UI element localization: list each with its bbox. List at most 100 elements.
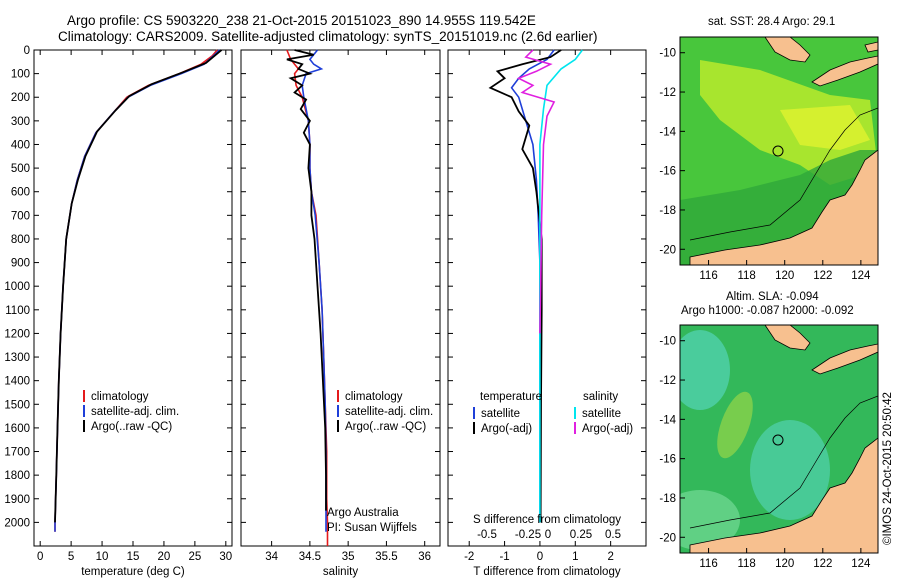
sst-depth-contour (689, 107, 878, 241)
series-line-argo-raw-qc- (54, 49, 223, 523)
y-tick-label: 100 (11, 69, 30, 81)
legend-label: climatology (345, 391, 403, 403)
x-axis-label: T difference from climatology (473, 566, 620, 578)
sla-lon-label: 122 (813, 558, 832, 570)
legend-label: climatology (91, 391, 149, 403)
sla-lat-label: -18 (659, 493, 676, 505)
legend-title-salinity: salinity (583, 391, 618, 403)
legend-label: satellite-adj. clim. (91, 406, 179, 418)
y-tick-label: 0 (24, 45, 30, 57)
temperature-plot: 0 5 10 15 20 25 300100200300400500600700800900… (4, 45, 232, 578)
x-axis-label: temperature (deg C) (81, 566, 185, 578)
sst-lon-label: 116 (699, 270, 717, 282)
sst-land-australia (689, 149, 878, 265)
x-tick-label: 5 (68, 551, 74, 563)
sst-lat-label: -20 (659, 244, 676, 256)
legend-label: Argo(-adj) (582, 423, 633, 435)
sla-lon-label: 124 (851, 558, 871, 570)
y-tick-label: 500 (11, 163, 30, 175)
map-axes: -10 -12 -14 -16 -18 -20 116 118 120 122 124 -10 -12 -… (659, 48, 871, 570)
sst-lat-label: -12 (659, 87, 676, 99)
series-line-argo-raw-qc- (286, 49, 327, 511)
x-tick-label: 34.5 (299, 551, 321, 563)
x-tick-label: 30 (219, 551, 232, 563)
x-tick-label: 1 (572, 551, 578, 563)
sla-depth-contour (689, 395, 878, 529)
sst-map (679, 36, 879, 266)
legend-title-temperature: temperature (480, 391, 542, 403)
legend-label: satellite (481, 408, 520, 420)
sla-cyan-region-west (680, 330, 730, 410)
temperature-panel-frame (33, 49, 233, 547)
series-line-satellite-adj-clim- (301, 49, 327, 532)
sla-lat-label: -16 (659, 454, 676, 466)
sst-lon-label: 122 (813, 270, 832, 282)
sst-land-timor (811, 55, 878, 87)
legend-label: Argo(-adj) (481, 423, 532, 435)
sst-argo-position-marker (772, 145, 784, 157)
series-line-temperature-argo-adj- (488, 49, 562, 523)
y-tick-label: 1100 (5, 305, 30, 317)
x-tick-label: 36 (418, 551, 431, 563)
y-tick-label: 1300 (4, 352, 30, 364)
sla-lat-label: -20 (659, 532, 676, 544)
sla-argo-heights: Argo h1000: -0.087 h2000: -0.092 (681, 305, 854, 317)
x-tick-label: -2 (464, 551, 474, 563)
sla-lat-label: -14 (659, 414, 676, 426)
salinity-plot: 34 34.5 35 35.5 36 salinity climatology satelli… (241, 49, 440, 578)
y-tick-label: 2000 (4, 517, 30, 529)
sla-map (679, 324, 879, 554)
y-tick-label: 800 (11, 234, 30, 246)
x-tick-label: 35.5 (375, 551, 397, 563)
sla-land-australia (689, 437, 878, 553)
x-tick-label: 15 (127, 551, 140, 563)
series-line-salinity-satellite (539, 49, 584, 523)
y-tick-label: 1900 (4, 494, 30, 506)
sla-lat-label: -10 (659, 336, 676, 348)
x-tick-label: 20 (158, 551, 171, 563)
sst-lat-label: -10 (659, 48, 676, 60)
sst-lat-label: -18 (659, 205, 676, 217)
sst-lat-label: -16 (659, 166, 676, 178)
y-tick-label: 700 (11, 210, 30, 222)
x-tick-label-top: -0.25 (515, 529, 541, 541)
sla-lat-label: -12 (659, 375, 676, 387)
sst-warmest-region (780, 105, 870, 150)
sst-land-north (764, 37, 811, 63)
sst-map-title: sat. SST: 28.4 Argo: 29.1 (708, 16, 836, 28)
y-tick-label: 200 (11, 92, 30, 104)
sla-argo-position-marker (772, 434, 784, 446)
sla-cyan-region-south (750, 420, 830, 520)
legend-label: satellite (582, 408, 621, 420)
sst-lat-label: -14 (659, 126, 676, 138)
x-tick-label: 2 (607, 551, 613, 563)
difference-panel-frame (447, 49, 647, 547)
series-line-temperature-satellite (510, 49, 555, 523)
sla-lon-label: 120 (775, 558, 794, 570)
sst-lon-label: 124 (851, 270, 871, 282)
x-tick-label-top: 0.25 (570, 529, 592, 541)
annotation-text: Argo Australia (327, 507, 399, 519)
x-tick-label-top: 0.5 (605, 529, 621, 541)
sla-lon-label: 118 (737, 558, 755, 570)
legend-label: satellite-adj. clim. (345, 406, 433, 418)
sla-high-anomaly (717, 391, 753, 459)
y-tick-label: 1400 (4, 376, 30, 388)
annotation-text: PI: Susan Wijffels (327, 522, 417, 534)
series-line-satellite-adj-clim- (54, 49, 221, 532)
sst-lon-label: 118 (737, 270, 755, 282)
x-tick-label: 34 (265, 551, 278, 563)
sla-lon-label: 116 (699, 558, 717, 570)
legend-label: Argo(..raw -QC) (91, 421, 172, 433)
sla-land-timor (811, 343, 878, 375)
x-tick-label: 35 (342, 551, 355, 563)
x-tick-label: 0 (37, 551, 43, 563)
y-tick-label: 1200 (4, 328, 30, 340)
x-axis-label: salinity (323, 566, 358, 578)
y-tick-label: 1700 (4, 447, 30, 459)
y-tick-label: 1600 (4, 423, 30, 435)
sla-land-north (764, 325, 811, 351)
series-line-climatology (54, 49, 218, 532)
y-tick-label: 1000 (4, 281, 30, 293)
